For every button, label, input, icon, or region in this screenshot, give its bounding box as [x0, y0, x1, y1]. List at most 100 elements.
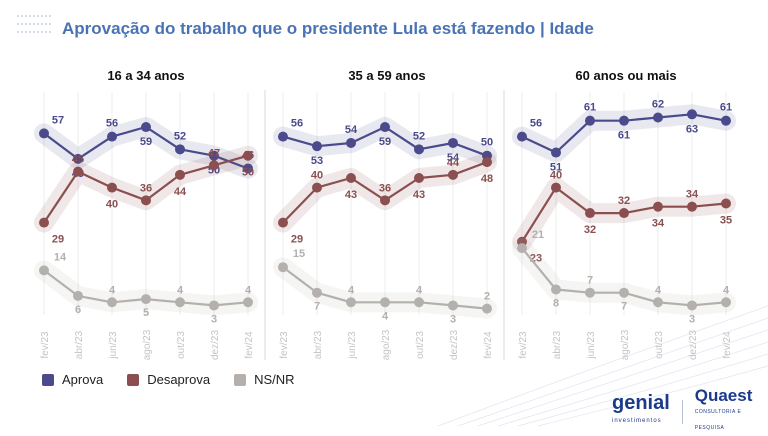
data-point-Desaprova [39, 217, 49, 228]
data-label-Aprova: 57 [52, 114, 64, 126]
data-point-Aprova [243, 163, 253, 174]
genial-logo-sub: investimentos [612, 418, 662, 424]
x-tick-label: dez/23 [210, 330, 221, 360]
data-point-Aprova [278, 131, 288, 142]
page-title: Aprovação do trabalho que o presidente L… [62, 19, 594, 38]
data-label-Aprova: 61 [584, 102, 596, 114]
data-point-Desaprova [721, 198, 731, 209]
data-point-Aprova [209, 150, 219, 161]
data-point-NS/NR [73, 290, 83, 301]
x-tick-label: ago/23 [142, 329, 153, 360]
line-charts: 574956595250462945403644475014645434fev/… [34, 90, 736, 360]
data-point-Aprova [312, 141, 322, 152]
data-point-Aprova [39, 128, 49, 139]
x-tick-label: fev/24 [722, 331, 733, 359]
data-point-Aprova [619, 115, 629, 126]
data-point-Aprova [107, 131, 117, 142]
data-label-NS/NR: 6 [75, 304, 81, 316]
data-point-Desaprova [73, 166, 83, 177]
data-label-NS/NR: 3 [450, 313, 456, 325]
data-label-Desaprova: 44 [447, 157, 460, 169]
legend-swatch-desaprova [127, 373, 140, 386]
x-tick-label: fev/24 [483, 331, 494, 359]
data-label-Desaprova: 43 [413, 189, 425, 201]
x-tick-label: jun/23 [347, 331, 358, 360]
data-point-NS/NR [175, 297, 185, 308]
data-point-Aprova [141, 122, 151, 133]
data-label-Aprova: 61 [720, 102, 732, 114]
x-tick-label: ago/23 [620, 329, 631, 360]
data-point-Desaprova [209, 160, 219, 171]
data-label-Aprova: 54 [345, 124, 358, 136]
data-point-Desaprova [141, 195, 151, 206]
data-point-NS/NR [312, 287, 322, 298]
data-label-Desaprova: 44 [174, 186, 187, 198]
data-point-NS/NR [482, 303, 492, 314]
x-tick-label: out/23 [654, 331, 665, 359]
data-point-NS/NR [209, 300, 219, 311]
data-label-Desaprova: 47 [208, 147, 220, 159]
data-point-Desaprova [175, 169, 185, 180]
data-point-Aprova [687, 109, 697, 120]
chart-panel-0: 574956595250462945403644475014645434fev/… [34, 92, 258, 360]
data-point-Aprova [175, 144, 185, 155]
data-point-NS/NR [243, 297, 253, 308]
data-point-Aprova [73, 153, 83, 164]
data-label-NS/NR: 7 [587, 275, 593, 287]
data-label-NS/NR: 4 [109, 284, 116, 296]
data-point-Aprova [653, 112, 663, 123]
data-point-NS/NR [141, 294, 151, 305]
x-tick-label: fev/24 [244, 331, 255, 359]
legend-item-aprova: Aprova [42, 372, 103, 387]
data-label-NS/NR: 4 [348, 284, 355, 296]
data-point-Aprova [448, 137, 458, 148]
data-point-NS/NR [380, 297, 390, 308]
data-point-Desaprova [278, 217, 288, 228]
data-point-NS/NR [346, 297, 356, 308]
data-point-Desaprova [380, 195, 390, 206]
data-label-Aprova: 51 [550, 162, 562, 174]
data-label-Desaprova: 43 [345, 189, 357, 201]
legend: Aprova Desaprova NS/NR [42, 372, 295, 387]
data-point-Desaprova [243, 150, 253, 161]
x-tick-label: abr/23 [552, 330, 563, 359]
data-label-Aprova: 62 [652, 98, 664, 110]
data-point-Aprova [585, 115, 595, 126]
data-point-NS/NR [653, 297, 663, 308]
data-label-Aprova: 50 [481, 137, 493, 149]
data-point-Aprova [346, 137, 356, 148]
data-label-NS/NR: 7 [314, 301, 320, 313]
data-label-NS/NR: 15 [293, 248, 305, 260]
data-label-Desaprova: 35 [720, 215, 732, 227]
data-label-Desaprova: 40 [311, 170, 323, 182]
x-tick-label: fev/23 [518, 331, 529, 359]
data-label-Desaprova: 34 [686, 189, 699, 201]
x-tick-label: out/23 [176, 331, 187, 359]
x-tick-label: jun/23 [108, 331, 119, 360]
data-label-NS/NR: 14 [54, 251, 67, 263]
data-point-Desaprova [448, 169, 458, 180]
legend-item-nsnr: NS/NR [234, 372, 295, 387]
legend-label-aprova: Aprova [62, 372, 104, 387]
data-label-Desaprova: 34 [652, 218, 665, 230]
data-label-Aprova: 56 [530, 118, 542, 130]
data-label-Aprova: 56 [291, 118, 303, 130]
data-label-NS/NR: 3 [689, 313, 695, 325]
data-label-Desaprova: 32 [584, 224, 596, 236]
data-point-Desaprova [653, 201, 663, 212]
data-label-Desaprova: 50 [242, 167, 254, 179]
data-label-Aprova: 59 [140, 136, 152, 148]
data-point-NS/NR [687, 300, 697, 311]
data-label-Aprova: 63 [686, 123, 698, 135]
legend-label-desaprova: Desaprova [147, 372, 211, 387]
legend-swatch-aprova [42, 373, 54, 386]
legend-label-nsnr: NS/NR [254, 372, 295, 387]
data-label-Aprova: 59 [379, 136, 391, 148]
data-point-Desaprova [551, 182, 561, 193]
logos: genial investimentos Quaest CONSULTORIA … [612, 387, 768, 436]
x-tick-label: dez/23 [688, 330, 699, 360]
data-label-Desaprova: 40 [106, 199, 118, 211]
x-tick-label: fev/23 [279, 331, 290, 359]
data-point-NS/NR [517, 243, 527, 254]
